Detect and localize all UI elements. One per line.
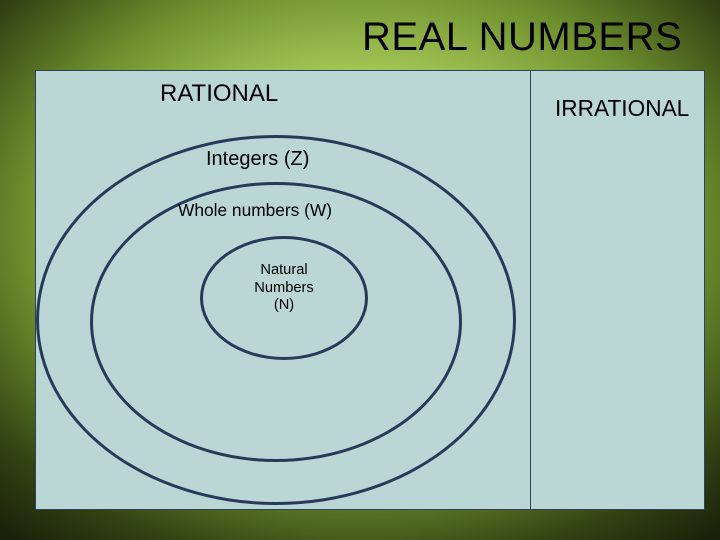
natural-numbers-label: NaturalNumbers(N) [254, 262, 313, 315]
rational-irrational-divider [530, 70, 531, 510]
integers-label: Integers (Z) [206, 148, 309, 171]
page-title: REAL NUMBERS [362, 15, 682, 60]
irrational-label: IRRATIONAL [555, 95, 689, 122]
diagram-stage: REAL NUMBERS RATIONAL IRRATIONAL Integer… [0, 0, 720, 540]
whole-numbers-label: Whole numbers (W) [178, 200, 332, 221]
rational-label: RATIONAL [160, 80, 278, 108]
